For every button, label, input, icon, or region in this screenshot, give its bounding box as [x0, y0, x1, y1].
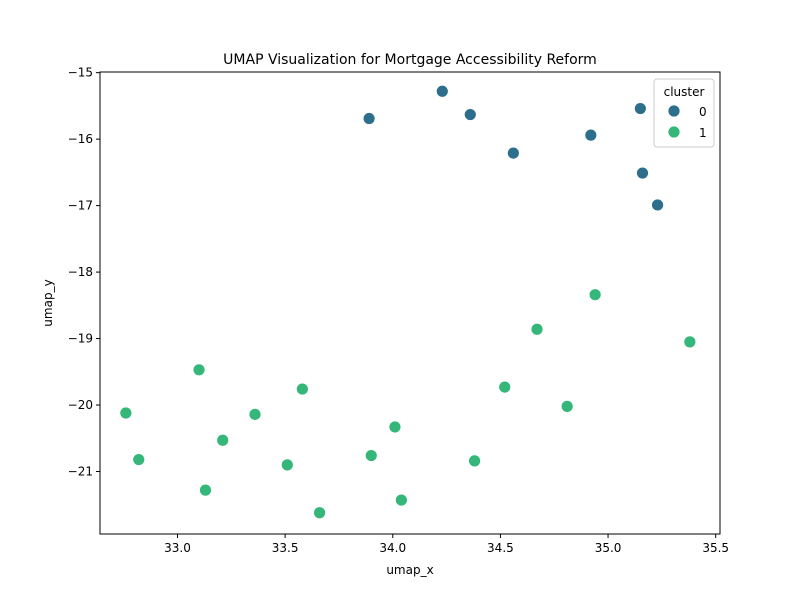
- x-tick-label: 34.5: [487, 541, 514, 555]
- data-point-cluster-1: [394, 493, 408, 507]
- data-point-cluster-1: [248, 407, 262, 421]
- data-point-cluster-1: [280, 458, 294, 472]
- x-axis-label: umap_x: [386, 563, 433, 577]
- legend-label-0: 0: [699, 105, 707, 119]
- y-tick-label: −18: [68, 265, 93, 279]
- x-tick-label: 33.0: [164, 541, 191, 555]
- data-point-cluster-0: [633, 102, 647, 115]
- data-point-cluster-0: [362, 112, 376, 125]
- data-point-cluster-1: [388, 420, 402, 434]
- data-point-cluster-1: [192, 363, 206, 377]
- data-point-cluster-1: [216, 433, 230, 447]
- data-point-cluster-1: [119, 406, 133, 420]
- data-point-cluster-0: [435, 84, 449, 98]
- y-tick-label: −15: [68, 66, 93, 80]
- y-tick-label: −17: [68, 199, 93, 213]
- legend-label-1: 1: [699, 126, 707, 140]
- x-tick-label: 35.0: [595, 541, 622, 555]
- data-point-cluster-1: [683, 335, 697, 349]
- data-point-cluster-1: [498, 380, 512, 394]
- data-point-cluster-1: [468, 454, 481, 468]
- data-point-cluster-0: [584, 128, 598, 142]
- data-point-cluster-0: [463, 108, 477, 121]
- data-point-cluster-1: [199, 483, 212, 497]
- data-point-cluster-1: [364, 449, 378, 462]
- y-tick-label: −21: [68, 465, 93, 479]
- data-point-cluster-0: [636, 166, 649, 180]
- chart-title: UMAP Visualization for Mortgage Accessib…: [223, 52, 597, 68]
- y-tick-label: −16: [68, 132, 93, 146]
- data-point-cluster-1: [560, 399, 574, 413]
- data-point-cluster-1: [295, 382, 309, 396]
- axes-frame: [99, 71, 721, 535]
- x-tick-label: 34.0: [379, 541, 406, 555]
- plot-area: [119, 84, 697, 520]
- y-axis-label: umap_y: [41, 279, 55, 326]
- legend-marker-0: [667, 104, 681, 118]
- data-point-cluster-1: [313, 506, 326, 520]
- data-point-cluster-0: [651, 198, 664, 212]
- x-tick-label: 35.5: [702, 541, 729, 555]
- legend-marker-1: [667, 125, 681, 139]
- x-tick-label: 33.5: [272, 541, 299, 555]
- data-point-cluster-1: [588, 288, 602, 302]
- legend-title: cluster: [664, 85, 705, 99]
- data-point-cluster-1: [132, 453, 146, 466]
- data-point-cluster-0: [506, 146, 520, 160]
- y-tick-label: −19: [68, 332, 93, 346]
- data-point-cluster-1: [530, 322, 544, 336]
- y-tick-label: −20: [68, 398, 93, 412]
- legend: cluster 0 1: [653, 78, 715, 148]
